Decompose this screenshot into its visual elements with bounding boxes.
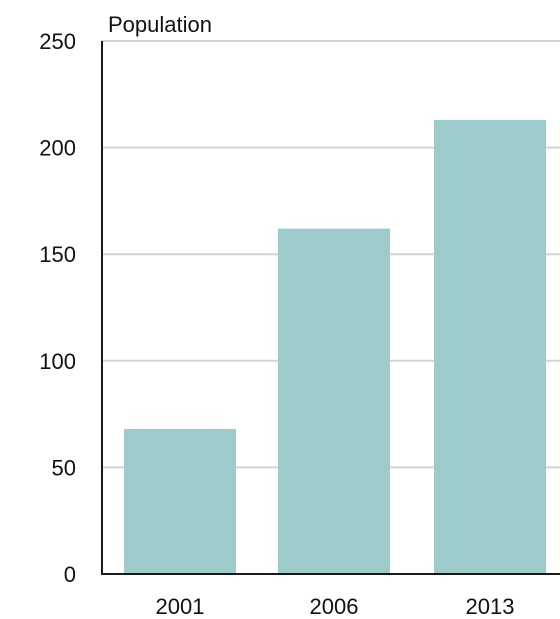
x-tick-labels: 2001 2006 2013 xyxy=(156,594,515,619)
x-tick-label: 2013 xyxy=(466,594,515,619)
y-axis-title: Population xyxy=(108,12,212,37)
x-tick-label: 2006 xyxy=(310,594,359,619)
bar-2006 xyxy=(278,228,390,574)
y-tick-label: 100 xyxy=(39,349,76,374)
y-tick-label: 200 xyxy=(39,136,76,161)
y-tick-label: 150 xyxy=(39,242,76,267)
y-tick-label: 250 xyxy=(39,29,76,54)
bar-2013 xyxy=(434,119,546,574)
x-tick-label: 2001 xyxy=(156,594,205,619)
bars xyxy=(124,119,546,574)
y-tick-label: 50 xyxy=(52,455,76,480)
y-tick-labels: 0 50 100 150 200 250 xyxy=(39,29,76,587)
bar-2001 xyxy=(124,429,236,574)
axes xyxy=(101,41,560,575)
y-tick-label: 0 xyxy=(64,562,76,587)
